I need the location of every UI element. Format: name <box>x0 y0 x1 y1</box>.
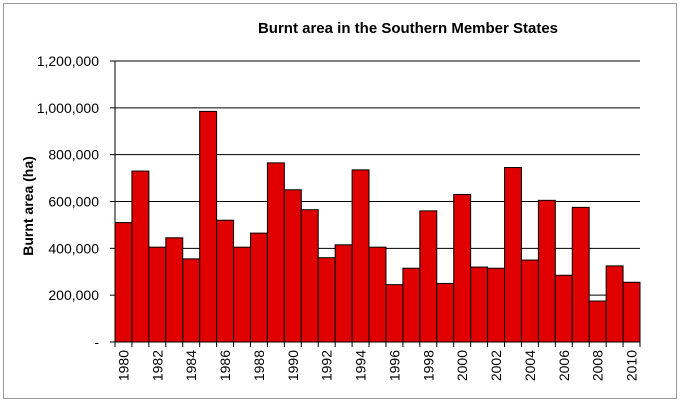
bar-1986 <box>216 219 235 343</box>
bar-2005 <box>537 199 556 343</box>
x-tick-label: 1990 <box>285 350 301 381</box>
y-tick-label: 600,000 <box>48 194 99 210</box>
bar-1992 <box>317 257 336 343</box>
bar-1996 <box>385 284 404 343</box>
bar-1991 <box>300 209 319 343</box>
bar-1985 <box>199 110 218 343</box>
x-tick-label: 2008 <box>590 350 606 381</box>
bar-2001 <box>470 266 489 343</box>
bar-1981 <box>131 170 150 343</box>
bar-1982 <box>148 246 167 343</box>
bar-1984 <box>182 258 201 343</box>
bar-1997 <box>402 267 421 343</box>
bars <box>114 110 641 343</box>
x-tick-label: 2010 <box>624 350 640 381</box>
x-tick-label: 1992 <box>319 350 335 381</box>
bar-1988 <box>249 232 268 343</box>
y-tick-label: 1,000,000 <box>37 100 99 116</box>
x-tick-label: 1996 <box>386 350 402 381</box>
bar-2002 <box>487 267 506 343</box>
bar-1989 <box>266 162 285 343</box>
y-tick-labels: - 200,000 400,000 600,000 800,000 1,000,000 1,… <box>37 53 100 350</box>
bar-1980 <box>114 222 133 343</box>
x-tick-label: 1998 <box>420 350 436 381</box>
chart-title: Burnt area in the Southern Member States <box>258 20 558 37</box>
y-tick-label: - <box>94 334 99 350</box>
bar-2006 <box>554 274 573 343</box>
bar-2000 <box>453 193 472 343</box>
x-tick-label: 1982 <box>149 350 165 381</box>
bar-1983 <box>165 237 184 343</box>
bar-2007 <box>571 206 590 343</box>
y-axis-label: Burnt area (ha) <box>20 156 36 256</box>
bar-2008 <box>588 300 607 343</box>
x-tick-label: 1980 <box>115 350 131 381</box>
bar-1990 <box>283 189 302 343</box>
x-tick-labels: 1980 1982 1984 1986 1988 1990 1992 1994 1996 1998… <box>115 350 639 381</box>
x-tick-label: 2004 <box>522 350 538 381</box>
y-tick-label: 200,000 <box>48 287 99 303</box>
x-tick-label: 2006 <box>556 350 572 381</box>
bar-2010 <box>622 281 641 343</box>
x-tick-label: 2002 <box>488 350 504 381</box>
bar-1998 <box>419 210 438 343</box>
x-tick-label: 1986 <box>217 350 233 381</box>
bar-1994 <box>351 169 370 343</box>
bar-1993 <box>334 244 353 343</box>
axes <box>110 60 641 347</box>
y-tick-label: 400,000 <box>48 240 99 256</box>
bar-2004 <box>520 259 539 343</box>
x-tick-label: 2000 <box>454 350 470 381</box>
y-tick-label: 1,200,000 <box>37 53 99 69</box>
bar-1995 <box>368 246 387 343</box>
bar-1999 <box>436 282 455 343</box>
x-tick-label: 1988 <box>251 350 267 381</box>
bar-1987 <box>233 246 251 343</box>
bar-2003 <box>504 167 522 343</box>
y-tick-label: 800,000 <box>48 147 99 163</box>
bar-2009 <box>605 265 624 343</box>
x-tick-label: 1984 <box>183 350 199 381</box>
x-tick-label: 1994 <box>353 350 369 381</box>
